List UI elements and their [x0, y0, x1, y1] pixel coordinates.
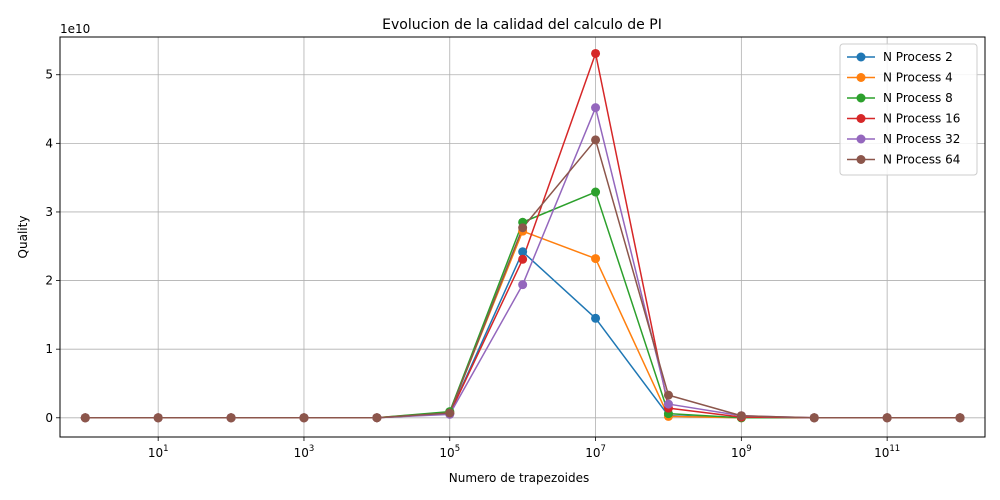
y-tick-label: 4 — [45, 136, 53, 150]
legend-label: N Process 2 — [883, 50, 953, 64]
x-tick-label: 1011 — [874, 444, 900, 460]
legend-swatch-marker — [856, 93, 866, 103]
x-tick-label: 105 — [439, 444, 460, 460]
x-tick-base: 10 — [874, 446, 889, 460]
series-point — [518, 223, 528, 233]
x-axis-label: Numero de trapezoides — [449, 471, 590, 485]
series-point — [591, 313, 601, 323]
series-point — [591, 48, 601, 58]
legend-swatch-marker — [856, 52, 866, 62]
series-point — [153, 413, 163, 423]
x-tick-exponent: 3 — [309, 444, 314, 454]
y-tick-label: 3 — [45, 205, 53, 219]
series-point — [591, 254, 601, 264]
x-tick-label: 107 — [585, 444, 606, 460]
series-point — [445, 408, 455, 418]
series-point — [518, 280, 528, 290]
series-point — [809, 413, 819, 423]
chart-title: Evolucion de la calidad del calculo de P… — [382, 17, 662, 33]
y-tick-label: 5 — [45, 68, 53, 82]
series-point — [80, 413, 90, 423]
series-point — [591, 187, 601, 197]
series-point — [518, 254, 528, 264]
series-point — [882, 413, 892, 423]
y-tick-label: 0 — [45, 411, 53, 425]
legend-label: N Process 4 — [883, 71, 953, 85]
series-point — [518, 247, 528, 257]
x-tick-base: 10 — [294, 446, 309, 460]
x-tick-exponent: 7 — [600, 444, 605, 454]
series-point — [591, 135, 601, 145]
series-point — [372, 413, 382, 423]
x-tick-base: 10 — [148, 446, 163, 460]
series-point — [663, 399, 673, 409]
x-tick-exponent: 5 — [455, 444, 460, 454]
legend-label: N Process 8 — [883, 91, 953, 105]
series-point — [663, 390, 673, 400]
series-point — [591, 103, 601, 113]
legend-swatch-marker — [856, 114, 866, 123]
legend-swatch-marker — [856, 155, 866, 164]
plot-frame — [59, 36, 986, 438]
y-tick-label: 2 — [45, 274, 53, 288]
x-tick-base: 10 — [439, 446, 454, 460]
y-tick-label: 1 — [45, 342, 53, 356]
series-point — [955, 413, 965, 423]
legend-label: N Process 64 — [883, 153, 960, 167]
x-tick-exponent: 9 — [746, 444, 751, 454]
legend: N Process 2 N Process 4 N Process 8 N Proce… — [839, 43, 978, 176]
y-axis-label: Quality — [16, 216, 30, 259]
x-tick-exponent: 11 — [889, 444, 900, 454]
legend-label: N Process 32 — [883, 132, 960, 146]
x-tick-label: 109 — [731, 444, 752, 460]
x-tick-label: 103 — [294, 444, 315, 460]
legend-label: N Process 16 — [883, 112, 960, 126]
x-tick-label: 101 — [148, 444, 169, 460]
x-tick-base: 10 — [585, 446, 600, 460]
x-tick-exponent: 1 — [163, 444, 168, 454]
x-tick-base: 10 — [731, 446, 746, 460]
y-offset-text: 1e10 — [60, 22, 90, 36]
series-point — [736, 411, 746, 421]
series-point — [299, 413, 309, 423]
series-markers — [80, 48, 965, 423]
legend-swatch-marker — [856, 73, 866, 82]
series-point — [226, 413, 236, 423]
legend-swatch-marker — [856, 134, 866, 144]
